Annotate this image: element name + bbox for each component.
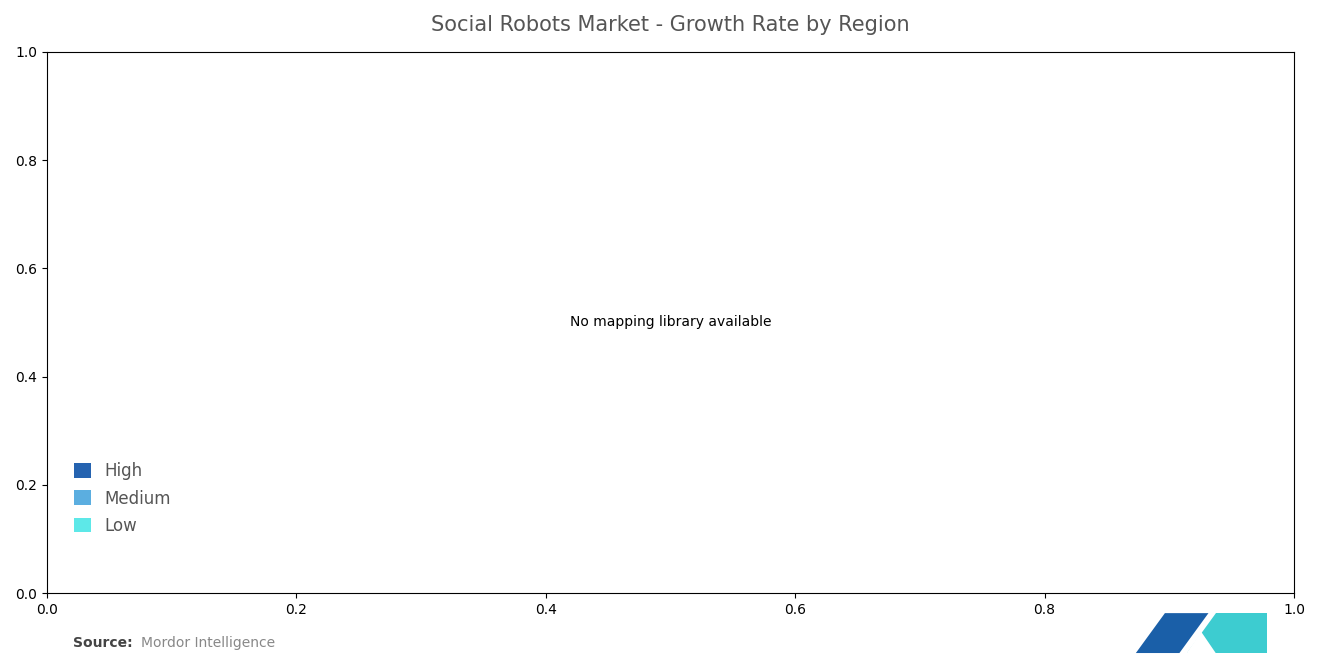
Polygon shape <box>1135 613 1209 653</box>
Polygon shape <box>1187 613 1267 653</box>
Text: Source:: Source: <box>73 636 137 650</box>
Text: Mordor Intelligence: Mordor Intelligence <box>141 636 276 650</box>
Title: Social Robots Market - Growth Rate by Region: Social Robots Market - Growth Rate by Re… <box>432 15 909 35</box>
Text: No mapping library available: No mapping library available <box>570 315 771 329</box>
Polygon shape <box>1187 632 1216 653</box>
Legend: High, Medium, Low: High, Medium, Low <box>67 456 177 541</box>
